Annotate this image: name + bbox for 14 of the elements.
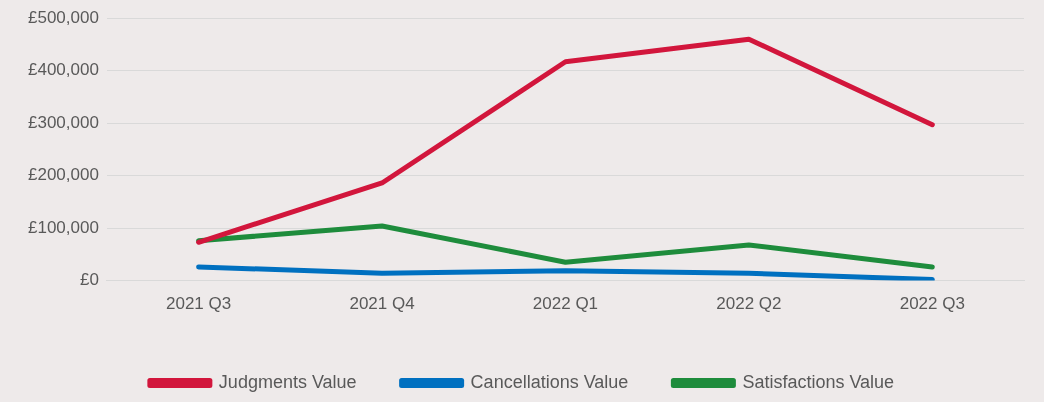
- y-tick-label: £400,000: [28, 60, 99, 80]
- legend-label: Judgments Value: [218, 371, 357, 392]
- y-tick-label: £300,000: [28, 112, 99, 132]
- x-tick-label: 2022 Q2: [716, 294, 782, 314]
- x-tick-label: 2022 Q3: [899, 294, 965, 314]
- y-tick-label: £500,000: [28, 7, 99, 27]
- legend-label: Cancellations Value: [470, 371, 629, 392]
- x-tick-label: 2021 Q4: [349, 294, 415, 314]
- x-tick-label: 2022 Q1: [532, 294, 599, 314]
- legend-label: Satisfactions Value: [742, 371, 895, 392]
- y-tick-label: £100,000: [28, 217, 99, 237]
- y-tick-label: £200,000: [28, 165, 99, 185]
- y-tick-label: £0: [79, 270, 99, 290]
- x-tick-label: 2021 Q3: [166, 294, 232, 314]
